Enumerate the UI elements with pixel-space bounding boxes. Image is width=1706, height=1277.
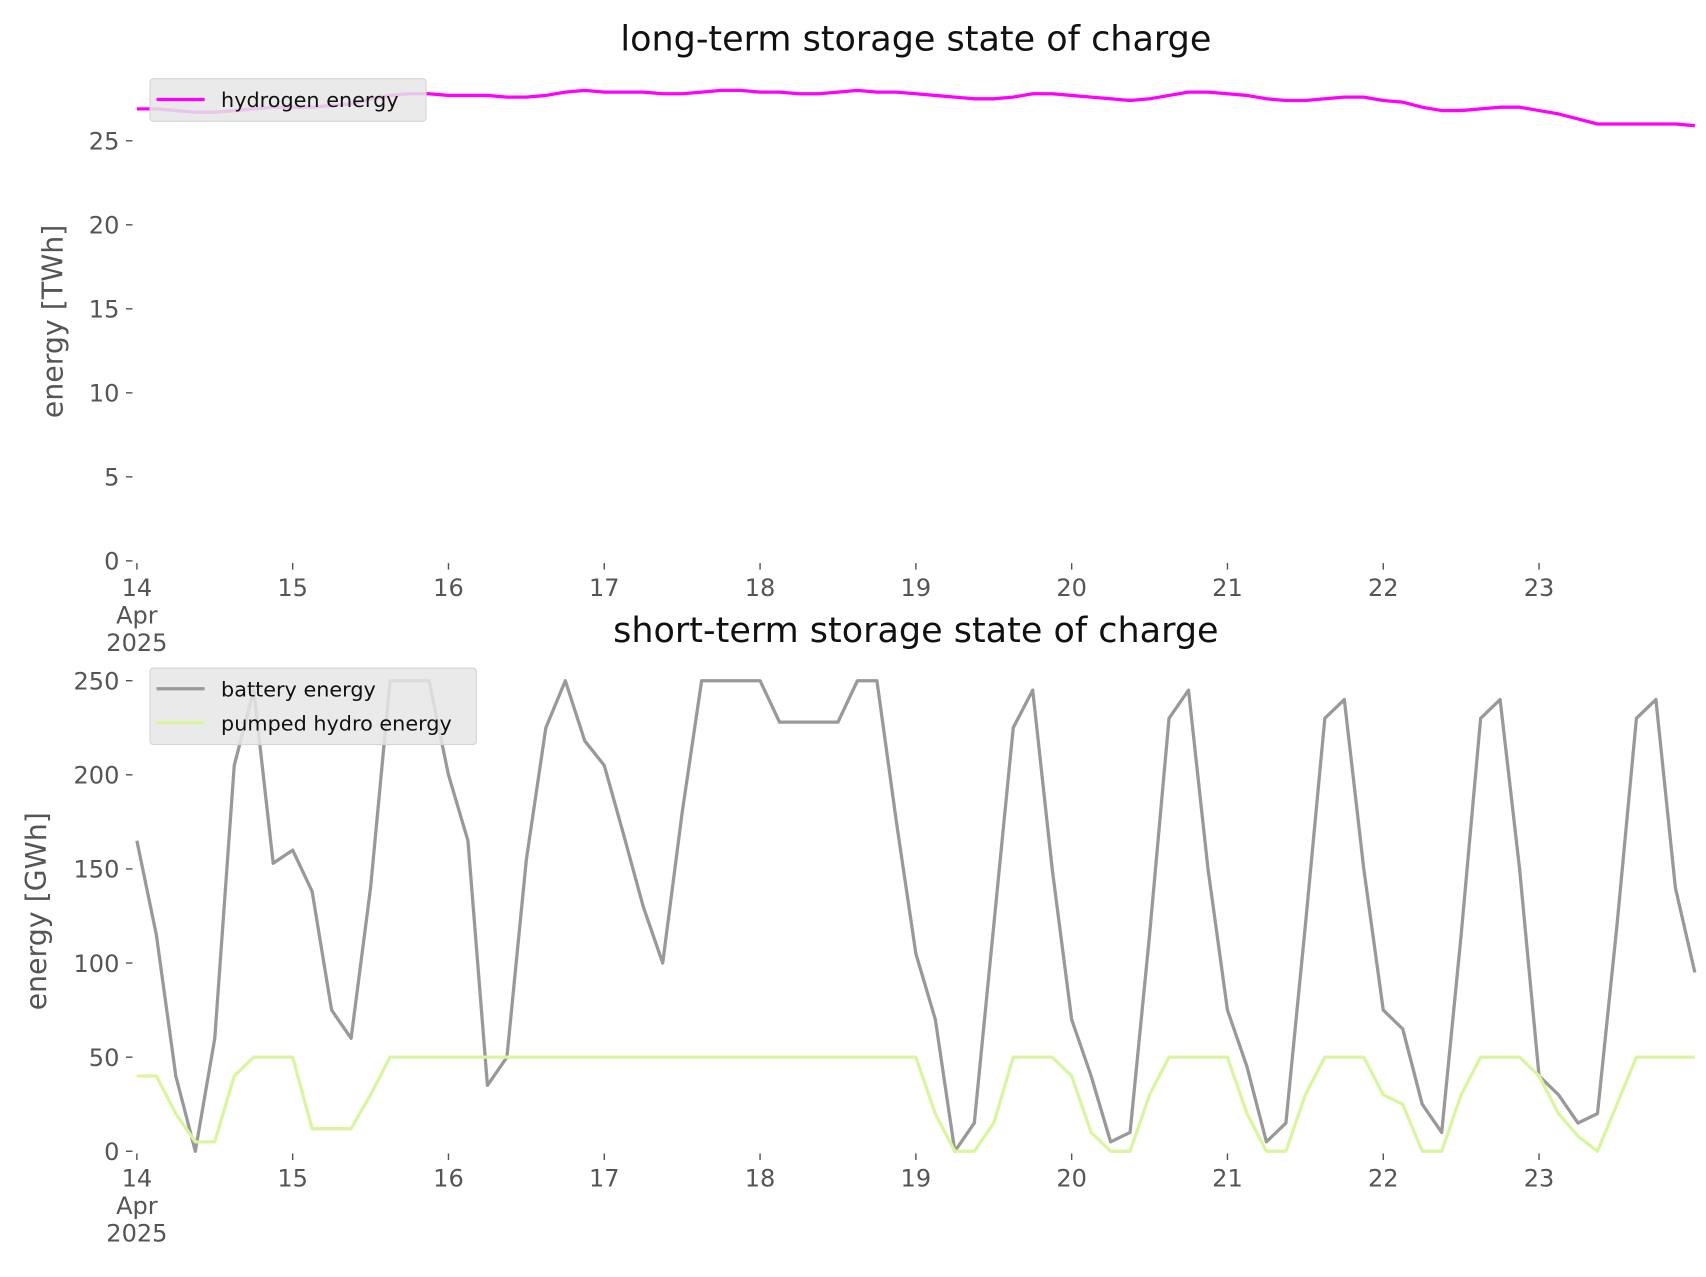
y-tick-label: 5	[104, 464, 119, 492]
x-tick-label: 14 Apr 2025	[106, 574, 167, 657]
y-tick-label: 100	[73, 950, 119, 978]
x-tick-label: 20	[1056, 1164, 1087, 1192]
legend-label: battery energy	[221, 677, 376, 701]
x-tick-label: 14 Apr 2025	[106, 1164, 167, 1247]
y-tick-label: 0	[104, 1138, 119, 1166]
chart-title: long-term storage state of charge	[620, 19, 1211, 59]
legend: hydrogen energy	[149, 78, 427, 122]
x-tick-label: 17	[589, 1164, 620, 1192]
x-tick-label: 22	[1368, 574, 1399, 602]
y-tick-label: 150	[73, 856, 119, 884]
x-tick-label: 15	[277, 574, 308, 602]
legend-label: hydrogen energy	[221, 88, 398, 112]
legend-label: pumped hydro energy	[221, 711, 452, 735]
y-tick-label: 15	[89, 296, 120, 324]
series-line	[136, 1055, 1695, 1153]
x-tick-label: 18	[745, 1164, 776, 1192]
x-tick-label: 22	[1368, 1164, 1399, 1192]
x-tick-label: 23	[1524, 574, 1555, 602]
y-tick-label: 25	[89, 128, 120, 156]
x-tick-label: 16	[433, 574, 464, 602]
y-tick-label: 10	[89, 380, 120, 408]
y-tick-label: 0	[104, 548, 119, 576]
series-line	[135, 679, 1697, 1153]
chart-title: short-term storage state of charge	[613, 611, 1218, 651]
x-tick-label: 20	[1056, 574, 1087, 602]
x-tick-label: 21	[1212, 1164, 1243, 1192]
x-tick-label: 19	[901, 1164, 932, 1192]
x-tick-label: 15	[277, 1164, 308, 1192]
legend-box	[149, 78, 427, 122]
x-tick-label: 23	[1524, 1164, 1555, 1192]
legend-box	[149, 667, 477, 746]
y-axis-label: energy [TWh]	[37, 225, 70, 419]
x-tick-label: 17	[589, 574, 620, 602]
x-tick-label: 16	[433, 1164, 464, 1192]
y-tick-label: 50	[89, 1044, 120, 1072]
x-tick-label: 21	[1212, 574, 1243, 602]
y-axis-label: energy [GWh]	[20, 812, 53, 1010]
x-tick-label: 18	[745, 574, 776, 602]
y-tick-label: 20	[89, 212, 120, 240]
legend: battery energy pumped hydro energy	[149, 667, 477, 746]
x-tick-label: 19	[901, 574, 932, 602]
y-tick-label: 250	[73, 667, 119, 695]
y-tick-label: 200	[73, 762, 119, 790]
